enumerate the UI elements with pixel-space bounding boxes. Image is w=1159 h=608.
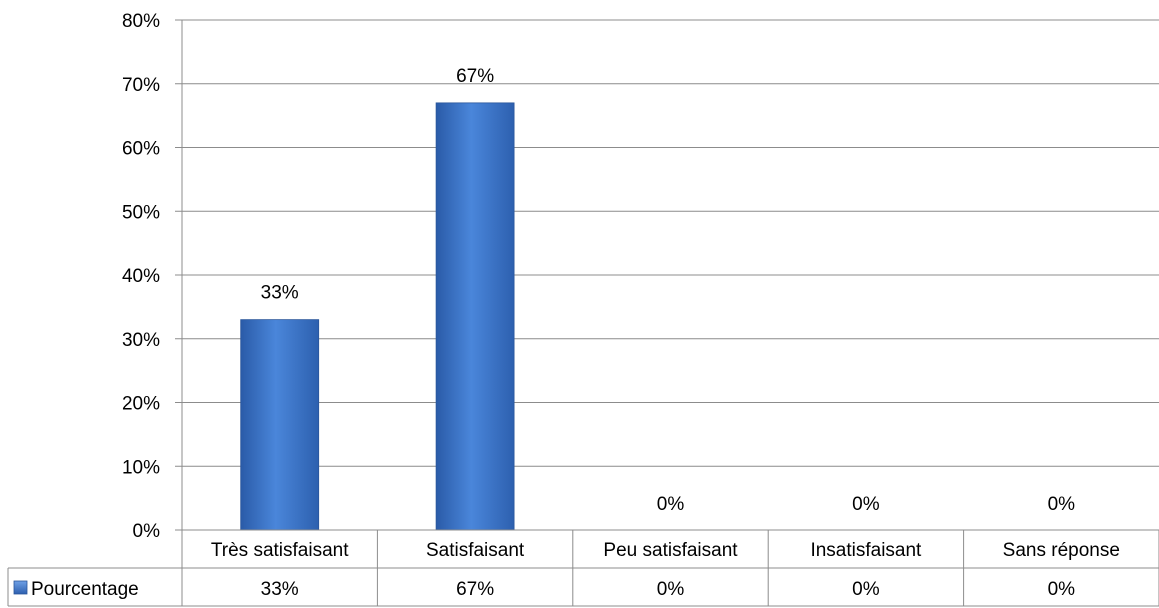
table-value-cell: 0% <box>657 579 685 600</box>
data-label: 67% <box>456 66 494 87</box>
y-tick-label: 70% <box>122 75 160 96</box>
y-tick-label: 60% <box>122 139 160 160</box>
data-table: Très satisfaisant Satisfaisant Peu satisfa… <box>7 529 1159 607</box>
gridlines <box>182 19 1159 467</box>
y-axis-ticks: 0% 10% 20% 30% 40% 50% 60% 70% 80% <box>122 11 182 542</box>
y-tick-label: 40% <box>122 266 160 287</box>
data-label: 33% <box>261 283 299 304</box>
data-label: 0% <box>852 494 880 515</box>
y-tick-label: 30% <box>122 330 160 351</box>
table-value-cell: 0% <box>1048 579 1076 600</box>
x-category-label: Peu satisfaisant <box>603 540 738 561</box>
table-value-cell: 67% <box>456 579 494 600</box>
legend-series-name: Pourcentage <box>31 579 139 600</box>
bar <box>435 102 515 531</box>
data-label: 0% <box>657 494 685 515</box>
bars <box>240 102 515 531</box>
bar <box>240 319 320 531</box>
x-category-label: Très satisfaisant <box>211 540 349 561</box>
y-tick-label: 50% <box>122 202 160 223</box>
data-label: 0% <box>1048 494 1076 515</box>
y-tick-label: 0% <box>133 521 161 542</box>
y-tick-label: 80% <box>122 11 160 32</box>
y-tick-label: 20% <box>122 394 160 415</box>
x-category-label: Sans réponse <box>1003 540 1120 561</box>
y-tick-label: 10% <box>122 457 160 478</box>
x-category-label: Insatisfaisant <box>810 540 922 561</box>
x-category-label: Satisfaisant <box>426 540 525 561</box>
table-value-cell: 33% <box>261 579 299 600</box>
table-value-cell: 0% <box>852 579 880 600</box>
legend-key <box>13 580 28 595</box>
data-labels: 33% 67% 0% 0% 0% <box>261 66 1075 515</box>
